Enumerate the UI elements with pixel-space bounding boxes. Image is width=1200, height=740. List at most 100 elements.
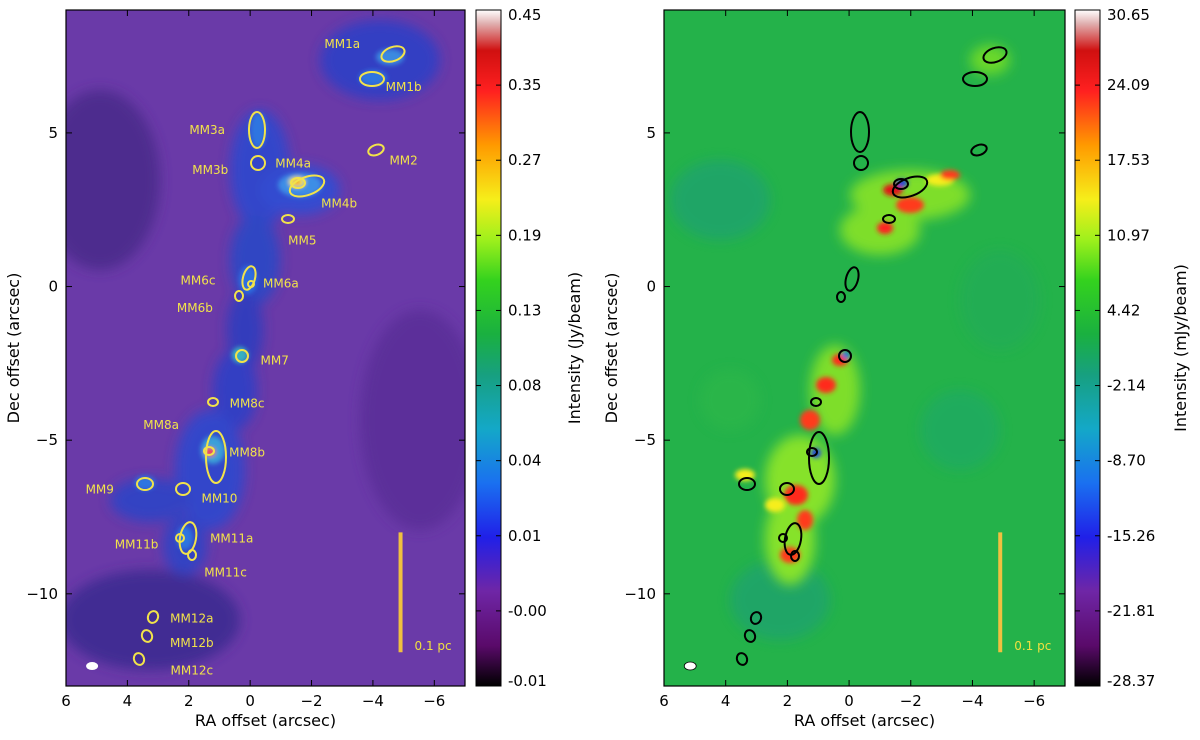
colorbar-tick-label: 24.09 bbox=[1107, 76, 1150, 94]
colorbar-tick-label: -8.70 bbox=[1107, 452, 1146, 470]
core-label-mm4b: MM4b bbox=[321, 197, 357, 211]
core-ellipse-mm1b bbox=[359, 71, 385, 87]
core-ellipse-mm1b bbox=[962, 71, 988, 87]
core-ellipse-mm3a bbox=[248, 111, 266, 149]
core-ellipse-mm8a bbox=[806, 447, 818, 457]
core-ellipse-mm12b bbox=[743, 629, 757, 643]
x-tick-label: 6 bbox=[659, 692, 669, 710]
colorbar-tick-label: 0.35 bbox=[508, 76, 541, 94]
core-label-mm11a: MM11a bbox=[210, 532, 253, 546]
core-ellipse-mm11b bbox=[175, 533, 185, 543]
core-label-mm1a: MM1a bbox=[324, 37, 360, 51]
core-ellipse-mm9 bbox=[738, 477, 756, 491]
core-label-mm3a: MM3a bbox=[189, 123, 225, 137]
core-ellipses bbox=[735, 46, 1008, 666]
beam-ellipse bbox=[86, 662, 99, 671]
core-label-mm12c: MM12c bbox=[171, 664, 214, 678]
colorbar-ticks: 30.65 24.09 17.53 10.97 4.42 -2.14 -8.70 -15.26… bbox=[1075, 6, 1155, 690]
core-ellipse-mm11b bbox=[778, 533, 788, 543]
core-label-mm7: MM7 bbox=[261, 353, 289, 367]
core-ellipse-mm8c bbox=[207, 397, 219, 407]
emission-map bbox=[670, 45, 1040, 640]
y-tick-label: 0 bbox=[48, 278, 58, 296]
colorbar-tick-label: -28.37 bbox=[1107, 672, 1155, 690]
core-ellipse-mm11c bbox=[187, 549, 197, 561]
x-tick-label: −6 bbox=[423, 692, 445, 710]
core-label-mm2: MM2 bbox=[389, 154, 417, 168]
x-tick-label: 4 bbox=[123, 692, 133, 710]
core-label-mm9: MM9 bbox=[86, 482, 114, 496]
x-tick-label: 0 bbox=[245, 692, 255, 710]
core-label-mm8a: MM8a bbox=[143, 418, 179, 432]
core-label-mm8b: MM8b bbox=[229, 445, 265, 459]
colorbar-tick-label: 0.19 bbox=[508, 226, 541, 244]
scale-bar-label: 0.1 pc bbox=[415, 639, 452, 653]
core-ellipse-mm10 bbox=[175, 482, 191, 496]
core-label-mm12a: MM12a bbox=[170, 611, 213, 625]
core-ellipse-mm5 bbox=[281, 214, 295, 224]
core-label-mm6b: MM6b bbox=[177, 301, 213, 315]
core-ellipse-mm12a bbox=[146, 610, 160, 624]
core-label-mm11c: MM11c bbox=[204, 565, 247, 579]
colorbar-tick-label: 4.42 bbox=[1107, 301, 1140, 319]
core-ellipse-mm4b bbox=[891, 175, 929, 199]
colorbar-label: Intensity (Jy/beam) bbox=[565, 272, 584, 424]
core-label-mm11b: MM11b bbox=[115, 538, 159, 552]
core-ellipse-mm3b bbox=[250, 155, 266, 171]
y-axis-ticks: 5 0 −5 −10 bbox=[624, 124, 1065, 603]
y-tick-label: −5 bbox=[634, 431, 656, 449]
colorbar-tick-label: 30.65 bbox=[1107, 6, 1150, 24]
colorbar-gradient bbox=[475, 9, 502, 687]
y-axis-label: Dec offset (arcsec) bbox=[602, 273, 621, 424]
core-ellipse-mm6b bbox=[234, 290, 244, 302]
core-label-mm5: MM5 bbox=[288, 233, 316, 247]
core-ellipse-mm12c bbox=[132, 652, 146, 666]
x-tick-label: −6 bbox=[1023, 692, 1045, 710]
core-label-mm10: MM10 bbox=[201, 492, 237, 506]
colorbar-ticks: 0.45 0.35 0.27 0.19 0.13 0.08 0.04 0.01 -0.00 -0.… bbox=[476, 6, 547, 690]
x-axis-ticks: 6 4 2 0 −2 −4 −6 bbox=[61, 10, 445, 710]
core-label-mm1b: MM1b bbox=[386, 80, 422, 94]
core-ellipse-mm6a bbox=[844, 266, 860, 292]
core-ellipse-mm10 bbox=[779, 482, 795, 496]
y-axis-ticks: 5 0 −5 −10 bbox=[26, 124, 465, 603]
core-ellipse-mm8a bbox=[203, 446, 215, 456]
core-label-mm8c: MM8c bbox=[230, 396, 265, 410]
core-ellipse-mm5 bbox=[882, 214, 896, 224]
colorbar-tick-label: -2.14 bbox=[1107, 377, 1146, 395]
plot-frame bbox=[65, 9, 466, 687]
core-ellipse-mm11a bbox=[178, 521, 198, 555]
x-tick-label: 6 bbox=[61, 692, 71, 710]
core-ellipse-mm9 bbox=[136, 477, 154, 491]
core-ellipse-mm8b bbox=[205, 430, 227, 484]
core-ellipse-mm7 bbox=[838, 349, 852, 363]
core-ellipse-mm12b bbox=[140, 629, 154, 643]
core-label-mm3b: MM3b bbox=[192, 163, 228, 177]
x-tick-label: 2 bbox=[184, 692, 194, 710]
y-tick-label: 5 bbox=[646, 124, 656, 142]
colorbar: 30.65 24.09 17.53 10.97 4.42 -2.14 -8.70 -15.26… bbox=[1074, 6, 1190, 690]
emission-map bbox=[66, 20, 465, 670]
core-ellipse-mm6b bbox=[836, 291, 846, 303]
core-ellipse-mm6a bbox=[241, 265, 257, 291]
colorbar-tick-label: 0.13 bbox=[508, 301, 541, 319]
colorbar-tick-label: 0.45 bbox=[508, 6, 541, 24]
core-ellipses bbox=[132, 45, 406, 666]
y-tick-label: −10 bbox=[26, 585, 58, 603]
x-axis-ticks: 6 4 2 0 −2 −4 −6 bbox=[659, 10, 1045, 710]
y-tick-label: −5 bbox=[36, 431, 58, 449]
core-labels: MM1a MM1b MM2 MM3a MM3b MM4a MM4b MM5 MM6a MM6b MM… bbox=[86, 37, 422, 678]
panel-line-emission: 0.1 pc 6 4 2 0 −2 −4 −6 5 0 −5 −10 RA offset (arc… bbox=[602, 6, 1190, 730]
core-label-mm4a: MM4a bbox=[275, 157, 311, 171]
panel-dust-continuum: MM1a MM1b MM2 MM3a MM3b MM4a MM4b MM5 MM6a MM6b MM… bbox=[4, 6, 584, 730]
colorbar: 0.45 0.35 0.27 0.19 0.13 0.08 0.04 0.01 -0.00 -0.… bbox=[475, 6, 584, 690]
x-tick-label: 0 bbox=[844, 692, 854, 710]
core-label-mm6c: MM6c bbox=[181, 273, 216, 287]
core-ellipse-mm12a bbox=[749, 611, 763, 625]
colorbar-tick-label: 0.27 bbox=[508, 151, 541, 169]
x-tick-label: −2 bbox=[900, 692, 922, 710]
core-ellipse-mm4a bbox=[893, 178, 909, 190]
core-ellipse-mm12c bbox=[735, 652, 749, 666]
core-ellipse-mm6c bbox=[247, 280, 255, 288]
colorbar-tick-label: 17.53 bbox=[1107, 151, 1150, 169]
